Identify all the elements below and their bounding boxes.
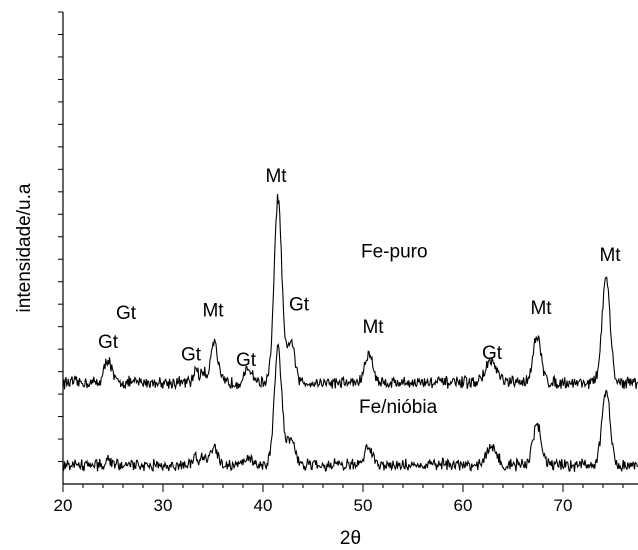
peak-label: Gt bbox=[482, 343, 503, 364]
series-label: Fe/nióbia bbox=[359, 397, 438, 418]
x-tick-label: 50 bbox=[354, 496, 373, 515]
x-tick-label: 70 bbox=[554, 496, 573, 515]
series-line bbox=[62, 193, 638, 391]
y-axis-title: intensidade/u.a bbox=[14, 183, 35, 312]
x-tick-label: 40 bbox=[254, 496, 273, 515]
x-axis: 20 30 40 50 60 70 bbox=[54, 483, 638, 515]
x-tick-label: 30 bbox=[154, 496, 173, 515]
x-tick-label: 60 bbox=[454, 496, 473, 515]
peak-label: Mt bbox=[362, 317, 384, 338]
peak-label: Gt bbox=[116, 303, 137, 324]
peak-label: Mt bbox=[202, 300, 224, 321]
peak-label: Mt bbox=[265, 166, 287, 187]
peak-label: Mt bbox=[599, 245, 621, 266]
series-label: Fe-puro bbox=[361, 241, 428, 262]
peak-label: Gt bbox=[289, 294, 310, 315]
peak-label: Gt bbox=[236, 350, 257, 371]
label-layer: Gt Gt Gt Mt Gt Mt Gt Mt Gt Mt Mt Fe-puro Fe/nióbia bbox=[98, 166, 621, 418]
x-axis-title: 2θ bbox=[340, 528, 361, 549]
y-axis bbox=[58, 11, 64, 484]
peak-label: Gt bbox=[181, 344, 202, 365]
peak-label: Gt bbox=[98, 332, 119, 353]
peak-label: Mt bbox=[530, 298, 552, 319]
series-line bbox=[62, 343, 638, 473]
series-layer bbox=[62, 193, 638, 473]
x-tick-label: 20 bbox=[54, 496, 73, 515]
